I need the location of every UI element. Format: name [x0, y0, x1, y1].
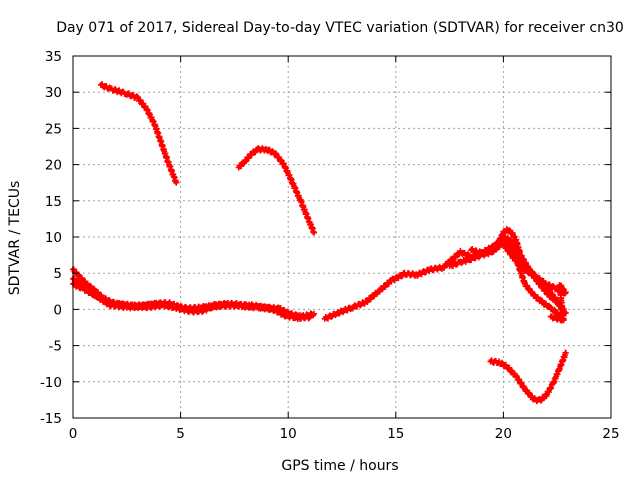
series-trace-4 [97, 81, 180, 186]
y-tick-label: 10 [45, 230, 62, 246]
axis-ticks [72, 55, 612, 419]
x-tick-label: 10 [280, 426, 297, 442]
y-tick-label: 0 [53, 302, 62, 318]
x-axis-label: GPS time / hours [281, 458, 398, 474]
y-tick-label: -15 [40, 411, 62, 427]
y-tick-label: 20 [45, 158, 62, 174]
y-tick-label: -10 [40, 375, 62, 391]
series-trace-10 [487, 349, 569, 405]
y-tick-label: 5 [53, 266, 62, 282]
y-tick-label: 25 [45, 121, 62, 137]
series-trace-9 [500, 240, 569, 324]
x-tick-label: 15 [387, 426, 404, 442]
y-axis-label: SDTVAR / TECUs [7, 181, 23, 296]
trace-markers [487, 349, 569, 405]
y-tick-label: -5 [49, 339, 62, 355]
x-tick-label: 20 [495, 426, 512, 442]
y-tick-label: 35 [45, 49, 62, 65]
x-tick-label: 5 [176, 426, 185, 442]
trace-markers [500, 240, 569, 324]
trace-markers [235, 145, 318, 236]
x-tick-label: 0 [69, 426, 78, 442]
chart-title: Day 071 of 2017, Sidereal Day-to-day VTE… [56, 20, 624, 36]
trace-markers [97, 81, 180, 186]
tick-labels: 0 5 10 15 20 25 -15 -10 -5 0 5 10 15 20 25 30 35 [40, 49, 620, 442]
x-tick-label: 25 [602, 426, 619, 442]
y-tick-label: 30 [45, 85, 62, 101]
series-trace-5 [235, 145, 318, 236]
y-tick-label: 15 [45, 194, 62, 210]
